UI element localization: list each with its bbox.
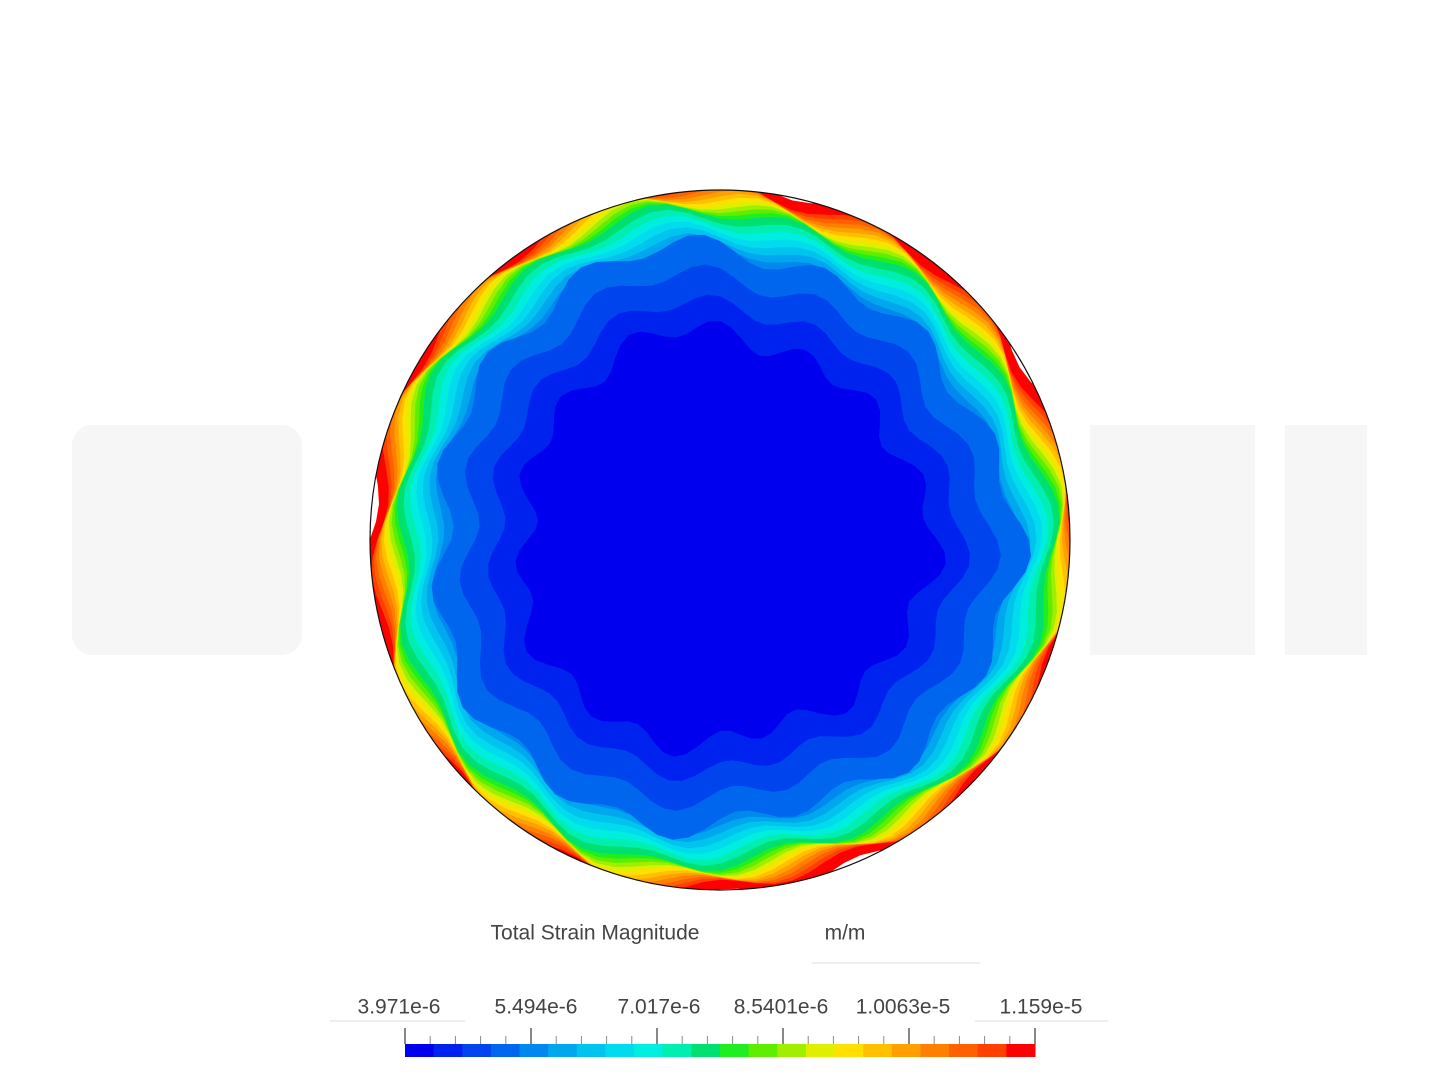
colorbar-segment xyxy=(834,1044,864,1057)
colorbar-segment xyxy=(462,1044,492,1057)
colorbar-segment xyxy=(891,1044,921,1057)
colorbar-segment xyxy=(920,1044,950,1057)
disk-outline xyxy=(369,189,1071,891)
colorbar-segment xyxy=(490,1044,521,1057)
watermark-letter xyxy=(1285,425,1367,655)
colorbar-label: 7.017e-6 xyxy=(618,996,701,1019)
colorbar-segment xyxy=(691,1044,721,1057)
watermark xyxy=(72,425,1367,655)
colorbar-labels: 3.971e-6 5.494e-6 7.017e-6 8.5401e-6 1.0063e… xyxy=(358,996,1083,1019)
colorbar-segment xyxy=(720,1044,750,1057)
colorbar-segment xyxy=(777,1044,807,1057)
colorbar-label: 1.159e-5 xyxy=(1000,996,1083,1019)
colorbar-segment xyxy=(748,1044,778,1057)
colorbar-segment xyxy=(863,1044,893,1057)
colorbar-segment xyxy=(576,1044,606,1057)
colorbar-label: 3.971e-6 xyxy=(358,996,441,1019)
colorbar-segment xyxy=(977,1044,1007,1057)
colorbar-segment xyxy=(1006,1044,1036,1057)
colorbar-segment xyxy=(662,1044,692,1057)
contour-plot xyxy=(370,190,1070,890)
colorbar-label: 8.5401e-6 xyxy=(734,996,829,1019)
colorbar-segment xyxy=(605,1044,635,1057)
legend-unit: m/m xyxy=(825,922,866,945)
colorbar-segment xyxy=(949,1044,979,1057)
watermark-logo xyxy=(72,425,302,655)
colorbar-segment xyxy=(805,1044,836,1057)
colorbar-segment xyxy=(405,1044,435,1057)
colorbar-segment xyxy=(433,1044,463,1057)
colorbar-segment xyxy=(548,1044,578,1057)
colorbar xyxy=(404,1028,1036,1057)
watermark-letter xyxy=(1090,425,1255,655)
colorbar-label: 5.494e-6 xyxy=(495,996,578,1019)
legend-title: Total Strain Magnitude xyxy=(491,922,700,945)
colorbar-segment xyxy=(519,1044,549,1057)
contour-band xyxy=(515,321,946,757)
colorbar-segment xyxy=(634,1044,664,1057)
colorbar-label: 1.0063e-5 xyxy=(856,996,951,1019)
